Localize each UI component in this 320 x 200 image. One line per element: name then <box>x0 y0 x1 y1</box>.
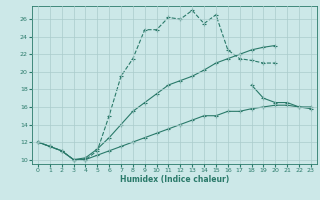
X-axis label: Humidex (Indice chaleur): Humidex (Indice chaleur) <box>120 175 229 184</box>
